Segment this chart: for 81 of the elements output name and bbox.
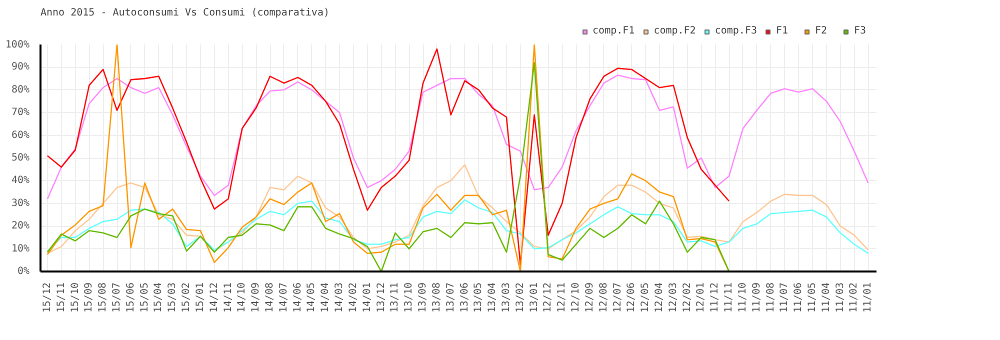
x-tick-label: 14/11 [222,282,234,313]
x-tick-label: 13/02 [514,282,526,313]
x-tick-label: 12/02 [682,282,693,313]
x-tick-label: 15/04 [153,282,164,313]
x-tick-label: 14/04 [320,282,332,313]
x-tick-label: 12/09 [584,282,596,313]
x-tick-label: 11/08 [765,282,776,313]
x-tick-label: 12/01 [696,282,707,313]
x-tick-label: 13/07 [445,282,456,313]
legend-label: comp.F2 [654,26,696,36]
y-tick-label: 0% [17,266,30,277]
x-tick-label: 15/05 [139,282,150,313]
x-tick-label: 15/11 [56,282,67,313]
y-tick-label: 20% [11,220,30,232]
x-tick-label: 13/12 [376,282,387,313]
x-tick-label: 14/10 [236,282,248,313]
y-tick-label: 10% [11,243,30,254]
x-tick-label: 15/02 [181,282,192,313]
x-tick-label: 12/06 [626,282,638,313]
x-tick-label: 12/04 [654,282,665,313]
x-tick-label: 11/01 [862,282,874,313]
x-tick-label: 11/11 [724,282,735,313]
line-series [46,164,869,254]
x-tick-label: 15/01 [194,282,206,313]
x-tick-label: 14/08 [264,282,276,313]
y-tick-label: 90% [11,62,30,73]
legend-label: F3 [854,26,868,36]
y-tick-label: 80% [11,84,30,96]
x-tick-label: 13/04 [487,282,498,313]
x-tick-label: 11/03 [834,282,846,313]
x-tick-label: 15/07 [112,282,123,313]
x-tick-label: 11/06 [793,282,804,313]
x-tick-label: 13/10 [404,282,415,313]
x-tick-label: 14/05 [306,282,318,313]
line-series [46,199,869,254]
x-tick-label: 13/06 [459,282,470,313]
y-tick-label: 50% [11,152,30,164]
x-tick-label: 14/01 [362,282,373,313]
x-tick-label: 12/08 [598,282,610,313]
x-tick-label: 11/02 [848,282,860,313]
x-tick-label: 15/12 [42,282,53,313]
legend-label: comp.F1 [592,26,635,36]
y-tick-label: 60% [11,130,30,141]
x-tick-label: 15/08 [98,282,109,313]
x-tick-label: 13/08 [431,282,442,313]
x-tick-label: 12/10 [570,282,582,313]
x-tick-label: 14/03 [334,282,346,313]
x-tick-label: 12/03 [668,282,679,313]
legend-label: F2 [815,26,828,36]
x-tick-label: 15/03 [167,282,178,313]
line-series [46,74,869,200]
chart-title: Anno 2015 - Autoconsumi Vs Consumi (comparativa) [40,8,330,18]
y-tick-label: 100% [5,40,30,50]
y-tick-label: 70% [11,107,30,118]
x-tick-label: 14/07 [278,282,290,313]
x-tick-label: 12/05 [640,282,652,313]
x-tick-label: 12/07 [612,282,624,313]
x-tick-label: 13/05 [473,282,484,313]
x-tick-label: 14/06 [292,282,304,313]
y-tick-label: 40% [11,175,30,186]
x-tick-label: 11/07 [779,282,790,313]
x-tick-label: 13/11 [390,282,401,313]
x-tick-label: 14/09 [250,282,262,313]
x-tick-label: 11/09 [751,282,762,313]
y-tick-label: 30% [11,198,30,209]
x-tick-label: 15/06 [125,282,136,313]
x-tick-label: 12/11 [556,282,568,313]
x-tick-label: 15/09 [84,282,95,313]
x-tick-label: 11/05 [807,282,818,313]
x-tick-label: 13/01 [528,282,540,313]
x-tick-label: 14/02 [348,282,359,313]
x-tick-label: 11/12 [710,282,721,313]
x-tick-label: 13/03 [500,282,512,313]
x-tick-label: 14/12 [208,282,220,313]
x-tick-label: 11/04 [820,282,832,313]
x-tick-label: 11/10 [737,282,748,313]
legend-label: comp.F3 [714,26,757,36]
x-tick-label: 13/09 [418,282,429,313]
x-tick-label: 15/10 [70,282,81,313]
x-tick-label: 12/12 [542,282,554,313]
legend-label: F1 [776,26,790,36]
